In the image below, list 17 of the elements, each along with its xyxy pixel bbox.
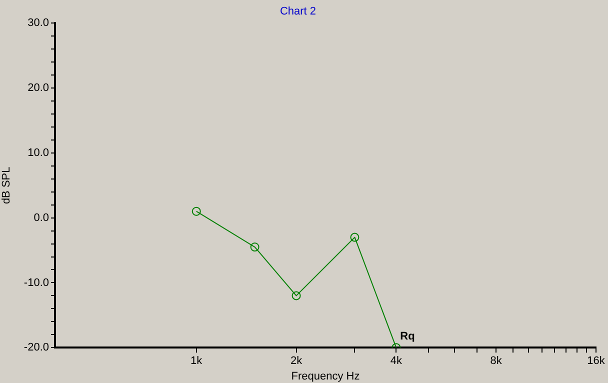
x-tick-label: 8k [490, 355, 502, 368]
point [292, 291, 301, 300]
x-tick-label: 16k [587, 355, 606, 368]
y-tick-label: 10.0 [28, 146, 49, 159]
y-tick-label: -20.0 [24, 342, 49, 354]
y-tick-label: 0.0 [34, 212, 49, 224]
annotation: Rq [400, 330, 415, 343]
x-axis-title: Frequency Hz [291, 370, 360, 382]
y-tick-label: 30.0 [28, 17, 49, 30]
point [192, 206, 201, 216]
y-tick-label: -10.0 [24, 276, 49, 289]
x-tick-label: 2k [290, 355, 303, 368]
x-tick-label: 4k [390, 355, 402, 368]
y-axis-title: dB SPL [0, 166, 13, 204]
chart-title: Chart 2 [280, 6, 316, 18]
y-tick-label: 20.0 [28, 82, 49, 94]
x-tick-label: 1k [190, 355, 203, 368]
